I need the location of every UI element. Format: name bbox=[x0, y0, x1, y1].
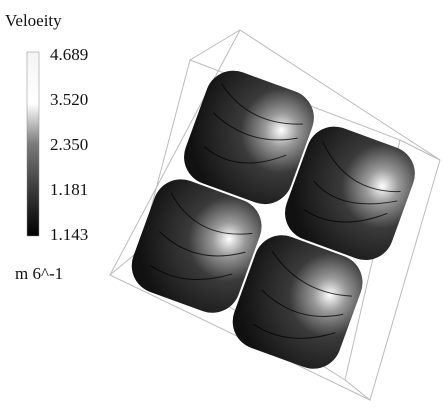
visualization: Veloeity 4.689 3.520 2.350 1.181 1.143 m… bbox=[0, 0, 443, 410]
legend-label: 2.350 bbox=[50, 135, 88, 154]
legend-unit: m 6^-1 bbox=[15, 264, 63, 283]
page: {"legend": {"title": "Veloeity", "labels… bbox=[0, 0, 443, 410]
legend-label: 4.689 bbox=[50, 45, 88, 64]
rotor-blocks bbox=[118, 59, 429, 381]
legend-label: 3.520 bbox=[50, 90, 88, 109]
legend-title: Veloeity bbox=[5, 11, 62, 30]
legend-label: 1.143 bbox=[50, 225, 88, 244]
legend-label: 1.181 bbox=[50, 180, 88, 199]
color-bar bbox=[27, 52, 39, 236]
